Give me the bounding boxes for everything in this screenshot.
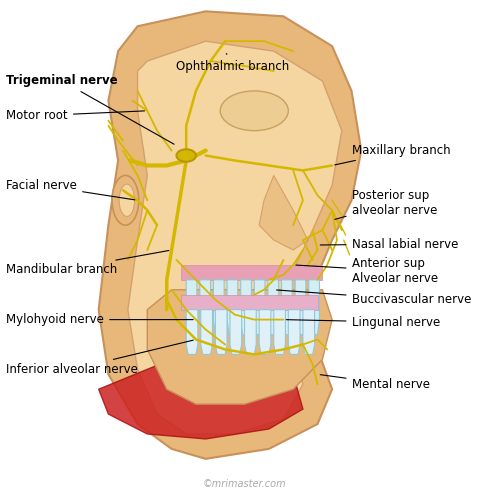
Polygon shape (227, 280, 238, 334)
Polygon shape (148, 290, 332, 404)
Text: Trigeminal nerve: Trigeminal nerve (6, 74, 174, 144)
Polygon shape (186, 280, 197, 334)
Text: Buccivascular nerve: Buccivascular nerve (276, 290, 471, 306)
Text: Inferior alveolar nerve: Inferior alveolar nerve (6, 340, 193, 376)
Text: Lingunal nerve: Lingunal nerve (286, 316, 440, 328)
Ellipse shape (176, 150, 196, 162)
Polygon shape (186, 310, 198, 354)
Polygon shape (282, 280, 292, 334)
Polygon shape (295, 280, 306, 334)
Text: Facial nerve: Facial nerve (6, 179, 135, 200)
Polygon shape (200, 280, 210, 334)
Text: Maxillary branch: Maxillary branch (335, 144, 450, 165)
Polygon shape (274, 310, 285, 354)
Polygon shape (201, 310, 212, 354)
Polygon shape (244, 310, 256, 354)
Polygon shape (259, 176, 308, 250)
Text: Anterior sup
Alveolar nerve: Anterior sup Alveolar nerve (296, 257, 438, 285)
Polygon shape (309, 280, 320, 334)
Polygon shape (254, 280, 265, 334)
Polygon shape (128, 41, 342, 434)
Polygon shape (216, 310, 227, 354)
Polygon shape (214, 280, 224, 334)
Ellipse shape (220, 91, 288, 130)
Text: ©mrimaster.com: ©mrimaster.com (203, 478, 286, 488)
Text: Posterior sup
alveolar nerve: Posterior sup alveolar nerve (335, 189, 437, 220)
Polygon shape (98, 360, 303, 439)
Polygon shape (230, 310, 241, 354)
Polygon shape (288, 310, 300, 354)
Polygon shape (259, 310, 271, 354)
Text: Motor root: Motor root (6, 110, 144, 122)
Polygon shape (240, 280, 252, 334)
Text: Mental nerve: Mental nerve (320, 374, 430, 391)
Polygon shape (303, 310, 314, 354)
Ellipse shape (119, 184, 134, 216)
Text: Mylohyoid nerve: Mylohyoid nerve (6, 313, 193, 326)
Polygon shape (182, 294, 318, 310)
Polygon shape (268, 280, 278, 334)
Polygon shape (182, 265, 322, 280)
Text: Ophthalmic branch: Ophthalmic branch (176, 54, 290, 72)
Text: Mandibular branch: Mandibular branch (6, 250, 169, 276)
Ellipse shape (112, 176, 139, 225)
Text: Nasal labial nerve: Nasal labial nerve (320, 238, 458, 250)
Polygon shape (98, 12, 362, 459)
